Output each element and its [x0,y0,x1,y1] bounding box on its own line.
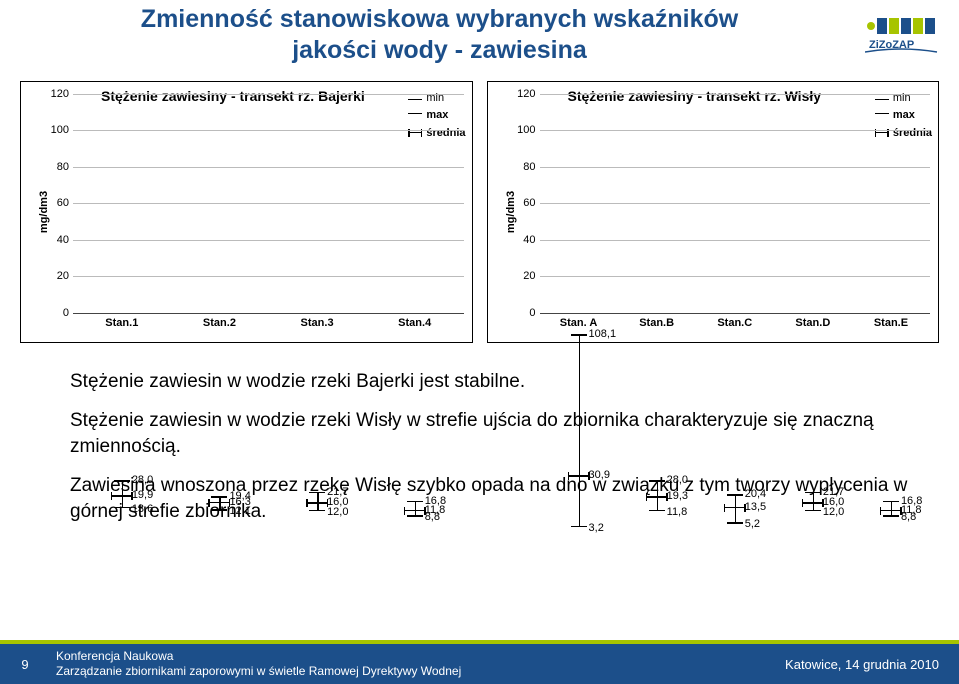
footer: 9 Konferencja Naukowa Zarządzanie zbiorn… [0,644,959,684]
footer-mid: Konferencja Naukowa Zarządzanie zbiornik… [50,649,785,679]
plot-left: 02040608010012028,019,913,6Stan.119,416,… [73,94,464,314]
chart-right-ylabel: mg/dm3 [505,190,517,232]
chart-wisly: Stężenie zawiesiny - transekt rz. Wisły … [487,81,940,343]
plot-right: 020406080100120108,130,93,2Stan. A28,019… [540,94,931,314]
footer-line2: Zarządzanie zbiornikami zaporowymi w świ… [56,664,461,678]
footer-line1: Konferencja Naukowa [56,649,173,663]
page-title: Zmienność stanowiskowa wybranych wskaźni… [0,0,959,67]
charts-row: Stężenie zawiesiny - transekt rz. Bajerk… [20,81,939,343]
body-text: Stężenie zawiesin w wodzie rzeki Bajerki… [70,369,909,525]
paragraph-2: Stężenie zawiesin w wodzie rzeki Wisły w… [70,408,909,459]
title-line2: jakości wody - zawiesina [292,36,587,64]
chart-left-ylabel: mg/dm3 [38,190,50,232]
title-line1: Zmienność stanowiskowa wybranych wskaźni… [141,5,738,33]
paragraph-1: Stężenie zawiesin w wodzie rzeki Bajerki… [70,369,909,395]
chart-bajerki: Stężenie zawiesiny - transekt rz. Bajerk… [20,81,473,343]
paragraph-3: Zawiesina wnoszona przez rzekę Wisłę szy… [70,473,909,524]
logo: ZiZoZAP [865,16,939,63]
footer-right: Katowice, 14 grudnia 2010 [785,657,959,672]
page-number: 9 [0,657,50,672]
